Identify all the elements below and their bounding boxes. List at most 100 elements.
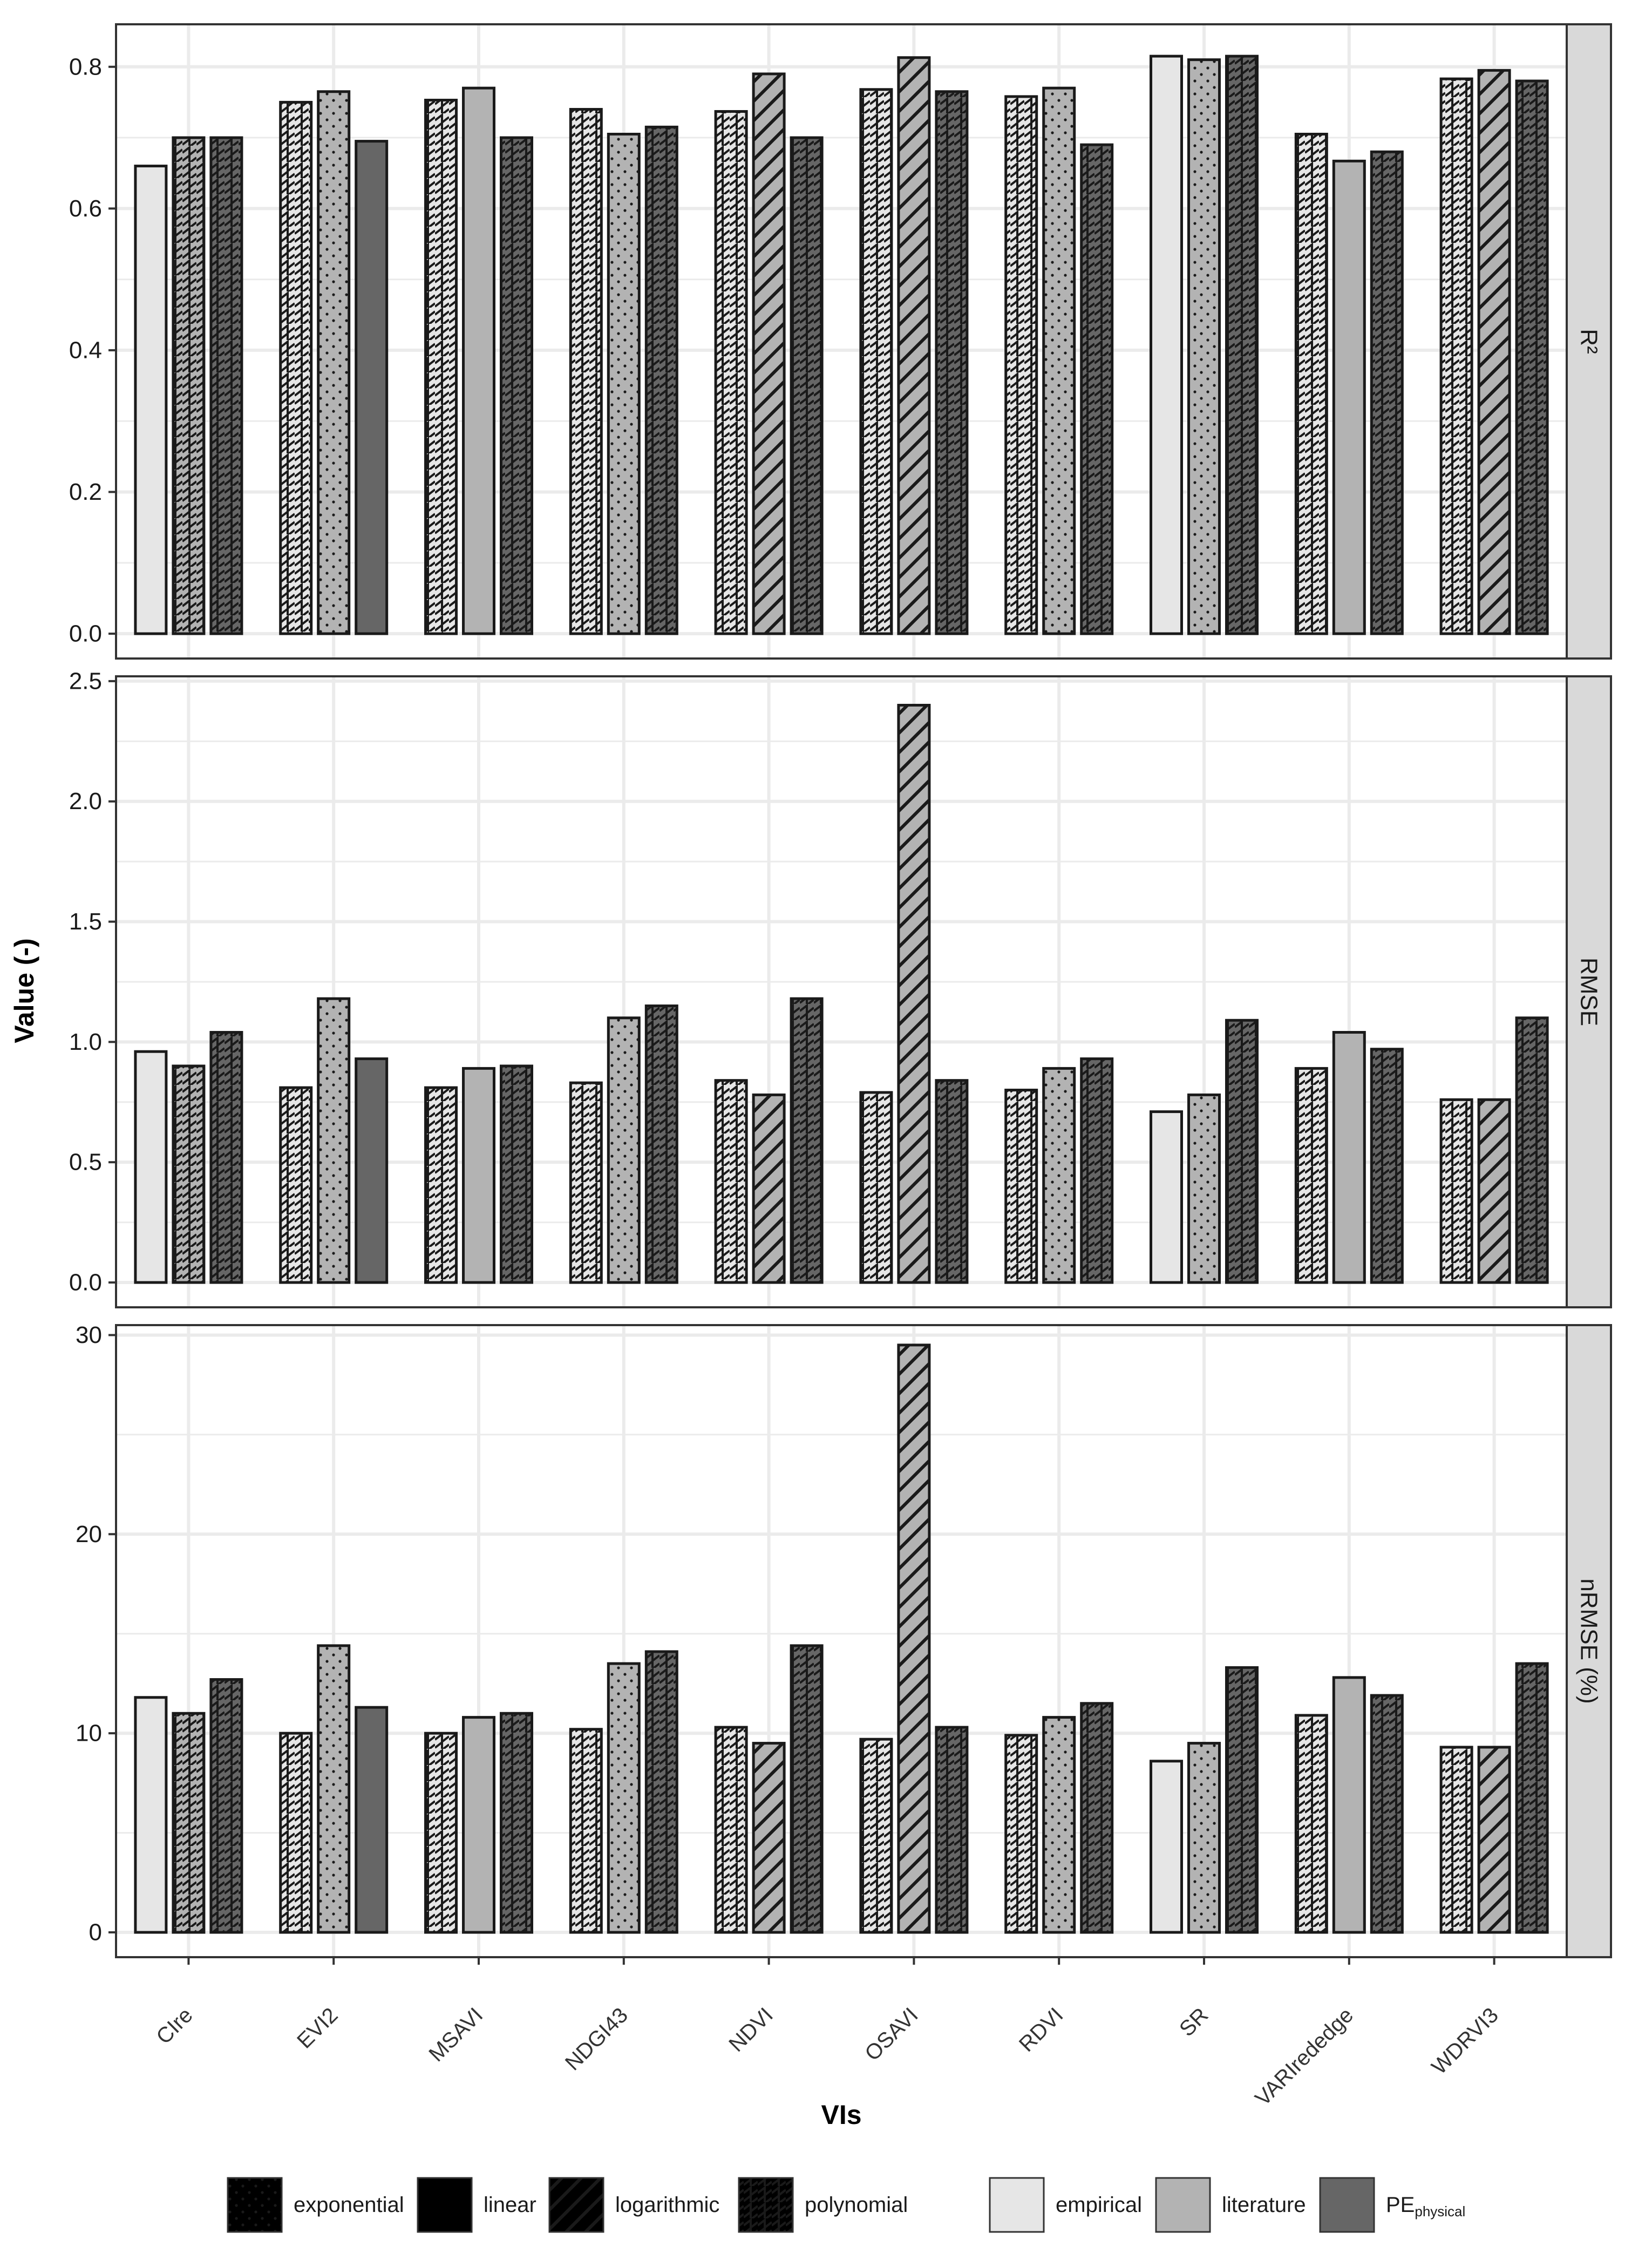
bar-RDVI-PEphysical-RMSE — [1080, 1057, 1114, 1284]
bar-MSAVI-literature-RMSE — [462, 1067, 495, 1284]
bar-OSAVI-empirical-RMSE — [859, 1091, 893, 1284]
x-tick-label: SR — [1175, 2003, 1213, 2041]
bar-WDRVI3-literature-RMSE — [1477, 1098, 1511, 1284]
panel-3: nRMSE (%) 0 10 20 30 — [76, 1322, 1612, 1958]
legend-key-empirical — [989, 2177, 1045, 2233]
bar-NDGI43-PEphysical-R² — [644, 125, 678, 635]
bar-MSAVI-empirical-nRMSE (%) — [424, 1732, 458, 1934]
legend-label-exponential: exponential — [294, 2193, 404, 2217]
bar-SR-empirical-R² — [1150, 55, 1183, 635]
legend-key-polynomial — [738, 2177, 794, 2233]
bar-NDGI43-literature-RMSE — [607, 1016, 641, 1284]
bar-MSAVI-PEphysical-R² — [500, 136, 533, 635]
bar-NDGI43-empirical-R² — [569, 108, 603, 635]
bar-OSAVI-PEphysical-RMSE — [935, 1079, 969, 1284]
bar-VARIrededge-empirical-nRMSE (%) — [1294, 1714, 1328, 1934]
bar-NDVI-PEphysical-R² — [790, 136, 824, 635]
bar-WDRVI3-empirical-RMSE — [1439, 1098, 1473, 1284]
y-tick-label: 0.4 — [69, 337, 102, 363]
bar-EVI2-literature-nRMSE (%) — [317, 1644, 351, 1934]
bar-VARIrededge-literature-nRMSE (%) — [1332, 1676, 1366, 1934]
bar-SR-empirical-RMSE — [1150, 1110, 1183, 1284]
panel-1: R² 0.0 0.2 0.4 0.6 0.8 — [69, 23, 1612, 660]
bar-RDVI-empirical-R² — [1004, 95, 1038, 635]
bar-VARIrededge-empirical-R² — [1294, 132, 1328, 635]
bar-CIre-PEphysical-RMSE — [209, 1031, 243, 1284]
bar-SR-literature-R² — [1187, 58, 1221, 635]
legend-label-literature: literature — [1222, 2193, 1306, 2217]
legend: exponential linear logarithmic polynomial em… — [227, 2177, 1465, 2233]
bar-OSAVI-PEphysical-nRMSE (%) — [935, 1726, 969, 1934]
bar-SR-PEphysical-R² — [1225, 55, 1259, 635]
y-tick-label: 0.0 — [69, 1270, 102, 1296]
bar-SR-literature-nRMSE (%) — [1187, 1742, 1221, 1934]
x-tick-label: WDRVI3 — [1427, 2003, 1503, 2079]
bar-EVI2-PEphysical-RMSE — [355, 1057, 389, 1284]
bar-WDRVI3-PEphysical-RMSE — [1515, 1016, 1549, 1284]
bar-SR-empirical-nRMSE (%) — [1150, 1760, 1183, 1934]
bar-SR-literature-RMSE — [1187, 1093, 1221, 1284]
bar-MSAVI-literature-R² — [462, 86, 495, 635]
bar-OSAVI-literature-RMSE — [897, 703, 931, 1284]
legend-key-logarithmic — [548, 2177, 604, 2233]
bar-SR-PEphysical-RMSE — [1225, 1019, 1259, 1284]
bar-MSAVI-literature-nRMSE (%) — [462, 1716, 495, 1934]
bar-EVI2-empirical-RMSE — [279, 1086, 313, 1284]
bar-EVI2-literature-R² — [317, 90, 351, 635]
bar-NDVI-literature-R² — [752, 72, 786, 635]
y-tick-label: 0 — [89, 1919, 102, 1946]
bar-CIre-PEphysical-nRMSE (%) — [209, 1678, 243, 1934]
y-tick-label: 2.5 — [69, 668, 102, 694]
x-tick-label: EVI2 — [293, 2003, 342, 2053]
bar-RDVI-literature-RMSE — [1042, 1067, 1076, 1284]
bar-VARIrededge-literature-R² — [1332, 159, 1366, 635]
bar-NDGI43-empirical-RMSE — [569, 1081, 603, 1284]
legend-label-logarithmic: logarithmic — [615, 2193, 719, 2217]
legend-label-PEphysical: PEphysical — [1386, 2193, 1465, 2220]
facet-strip — [1566, 1324, 1612, 1958]
bar-CIre-empirical-R² — [134, 165, 168, 635]
facet-strip — [1566, 675, 1612, 1308]
bar-RDVI-literature-nRMSE (%) — [1042, 1716, 1076, 1934]
bar-WDRVI3-PEphysical-R² — [1515, 79, 1549, 635]
y-tick-label: 1.0 — [69, 1029, 102, 1055]
facet-strip-label: nRMSE (%) — [1576, 1578, 1602, 1703]
facet-strip-label: RMSE — [1576, 958, 1602, 1026]
bar-NDGI43-PEphysical-RMSE — [644, 1004, 678, 1284]
legend-key-exponential — [227, 2177, 283, 2233]
bar-RDVI-PEphysical-nRMSE (%) — [1080, 1702, 1114, 1934]
bar-WDRVI3-literature-R² — [1477, 69, 1511, 635]
bar-CIre-literature-RMSE — [172, 1064, 206, 1284]
bar-MSAVI-empirical-R² — [424, 98, 458, 635]
bar-OSAVI-literature-R² — [897, 56, 931, 635]
bar-MSAVI-PEphysical-RMSE — [500, 1064, 533, 1284]
bar-WDRVI3-empirical-nRMSE (%) — [1439, 1746, 1473, 1934]
bar-RDVI-empirical-RMSE — [1004, 1088, 1038, 1284]
panel-2: RMSE 0.0 0.5 1.0 1.5 2.0 2.5 — [69, 668, 1612, 1308]
bar-EVI2-literature-RMSE — [317, 997, 351, 1284]
bar-RDVI-empirical-nRMSE (%) — [1004, 1734, 1038, 1934]
bar-VARIrededge-PEphysical-R² — [1370, 150, 1404, 635]
bar-EVI2-PEphysical-R² — [355, 140, 389, 635]
bar-OSAVI-literature-nRMSE (%) — [897, 1343, 931, 1934]
facet-strip — [1566, 23, 1612, 660]
y-tick-label: 0.5 — [69, 1149, 102, 1176]
bar-NDVI-empirical-RMSE — [714, 1079, 748, 1284]
legend-key-linear — [417, 2177, 473, 2233]
bar-EVI2-empirical-nRMSE (%) — [279, 1732, 313, 1934]
bar-RDVI-literature-R² — [1042, 86, 1076, 635]
y-tick-label: 0.8 — [69, 53, 102, 80]
bar-NDVI-literature-nRMSE (%) — [752, 1742, 786, 1934]
bar-EVI2-PEphysical-nRMSE (%) — [355, 1706, 389, 1934]
bar-NDGI43-literature-nRMSE (%) — [607, 1662, 641, 1934]
x-axis-title: VIs — [821, 2100, 861, 2130]
x-tick-label: RDVI — [1015, 2003, 1068, 2056]
x-tick-label: MSAVI — [424, 2003, 487, 2066]
bar-NDGI43-empirical-nRMSE (%) — [569, 1728, 603, 1934]
bar-CIre-PEphysical-R² — [209, 136, 243, 635]
bar-VARIrededge-empirical-RMSE — [1294, 1067, 1328, 1284]
bar-OSAVI-empirical-R² — [859, 88, 893, 635]
bar-NDVI-PEphysical-nRMSE (%) — [790, 1644, 824, 1934]
